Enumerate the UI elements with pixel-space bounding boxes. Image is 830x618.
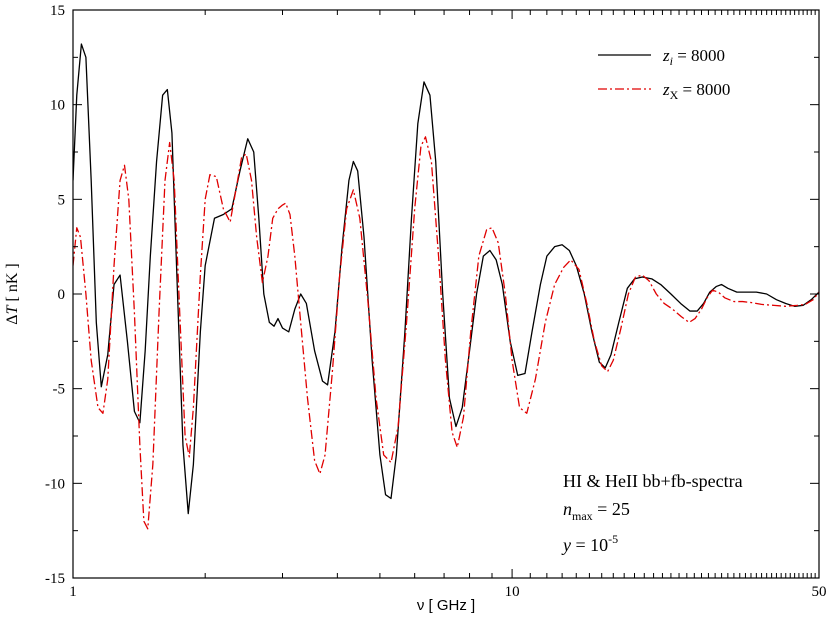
y-tick-label: 0 (58, 287, 66, 303)
series-layer (73, 43, 819, 530)
series-line-2 (73, 136, 819, 530)
y-axis-title-suffix: [ nK ] (4, 263, 21, 305)
y-tick-label: -10 (45, 476, 65, 492)
y-tick-label: -15 (45, 571, 65, 587)
legend: zi = 8000 zX = 8000 (598, 46, 730, 102)
y-tick-label: 5 (58, 192, 66, 208)
x-tick-label: 1 (69, 584, 77, 600)
x-axis-title: ν [ GHz ] (417, 597, 475, 614)
y-axis-title-prefix: Δ (4, 314, 21, 324)
x-tick-label: 10 (505, 584, 520, 600)
y-tick-label: 15 (50, 3, 65, 19)
annotation-line-3: y = 10-5 (561, 532, 618, 555)
series-line-1 (73, 43, 819, 515)
ticks-layer (73, 10, 819, 578)
y-tick-label: 10 (50, 98, 65, 114)
y-tick-label: -5 (53, 382, 66, 398)
plot-area (73, 43, 819, 530)
x-tick-label: 50 (812, 584, 827, 600)
y-axis-title: ΔT [ nK ] (4, 263, 21, 324)
legend-label-zx: zX = 8000 (662, 80, 730, 102)
annotation-line-1: HI & HeII bb+fb-spectra (563, 471, 743, 491)
legend-label-zi: zi = 8000 (662, 46, 725, 68)
y-axis-title-var: T (4, 304, 21, 314)
annotation-line-2: nmax = 25 (563, 499, 630, 523)
annotation: HI & HeII bb+fb-spectra nmax = 25 y = 10… (561, 471, 743, 555)
